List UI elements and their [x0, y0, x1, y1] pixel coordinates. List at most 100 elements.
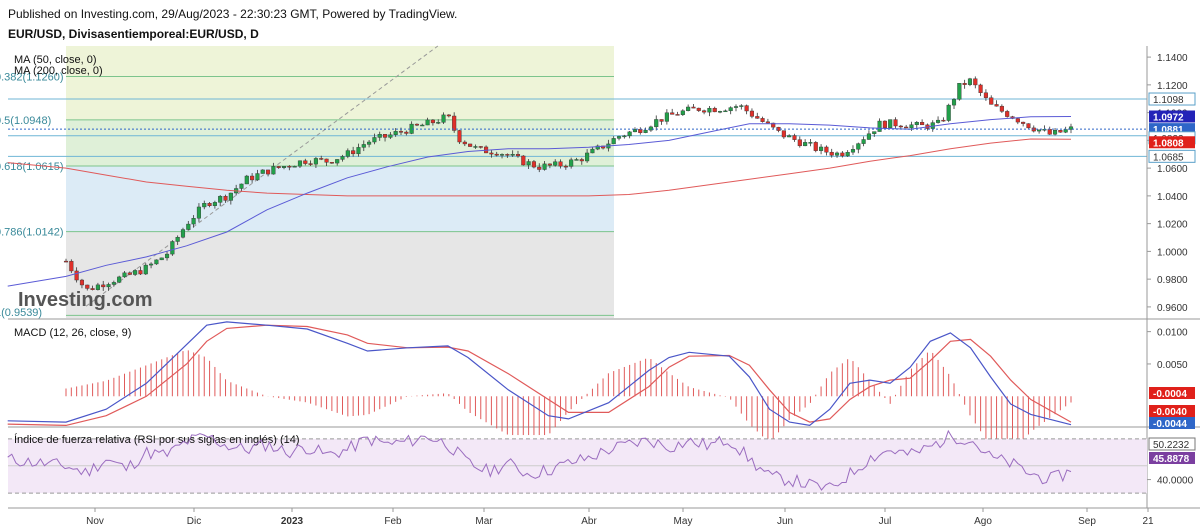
candle-body: [920, 122, 925, 126]
candle-body: [936, 119, 941, 123]
candle-body: [446, 114, 451, 117]
price-tick-label-4: 1.0600: [1157, 164, 1188, 175]
candle-body: [223, 195, 228, 201]
candle-body: [664, 112, 669, 122]
candle-body: [196, 206, 201, 219]
candle-body: [329, 162, 334, 164]
candle-body: [287, 166, 292, 168]
candle-body: [133, 270, 138, 275]
candle-body: [106, 284, 111, 288]
candle-body: [345, 150, 350, 157]
candle-body: [393, 131, 398, 135]
candle-body: [574, 159, 579, 161]
candle-body: [324, 158, 329, 163]
fib-label-0: 0.382(1.1260): [0, 72, 64, 84]
candle-body: [186, 223, 191, 230]
price-tick-label-6: 1.0200: [1157, 220, 1188, 231]
price-badge-label-2: 1.0881: [1153, 125, 1184, 136]
price-tick-label-9: 0.9600: [1157, 303, 1188, 314]
candle-body: [893, 119, 898, 127]
candle-body: [760, 118, 765, 122]
candle-body: [526, 161, 531, 166]
candle-body: [856, 143, 861, 150]
candle-body: [659, 119, 664, 122]
candle-body: [861, 139, 866, 144]
x-tick-label-8: Jul: [879, 516, 892, 527]
candle-body: [728, 107, 733, 112]
candle-body: [85, 284, 90, 289]
candle-body: [675, 114, 680, 116]
candle-body: [840, 152, 845, 157]
candle-body: [159, 257, 164, 261]
candle-body: [834, 152, 840, 156]
candle-body: [707, 107, 712, 113]
candle-body: [585, 152, 590, 162]
candle-body: [505, 154, 510, 156]
macd-badge-label-2: -0.0044: [1153, 419, 1187, 430]
candle-body: [414, 123, 420, 126]
macd-badge-2: -0.0044: [1149, 417, 1195, 430]
candle-body: [813, 142, 818, 151]
candle-body: [989, 97, 994, 105]
x-tick-label-0: Nov: [86, 516, 104, 527]
candle-body: [473, 146, 478, 148]
candle-body: [1005, 111, 1010, 117]
candle-body: [888, 119, 893, 128]
candle-body: [781, 130, 786, 138]
candle-body: [882, 120, 887, 128]
macd-badge-label-1: -0.0040: [1153, 407, 1187, 418]
candle-body: [904, 126, 909, 129]
candle-body: [973, 78, 978, 86]
rsi-tick-label-0: 40.0000: [1157, 476, 1194, 487]
candle-body: [404, 131, 409, 134]
ma-legend-0: MA (50, close, 0): [14, 54, 97, 66]
candle-body: [563, 165, 568, 168]
candle-body: [1052, 130, 1058, 135]
candle-body: [733, 106, 739, 108]
price-badge-2: 1.0881: [1149, 123, 1195, 136]
candle-body: [117, 276, 122, 283]
candle-body: [808, 142, 813, 144]
candle-body: [494, 153, 499, 156]
candle-body: [515, 154, 521, 157]
macd-legend: MACD (12, 26, close, 9): [14, 327, 131, 339]
candle-body: [723, 110, 728, 113]
candle-body: [170, 241, 175, 255]
candle-body: [111, 282, 116, 285]
candle-body: [877, 120, 882, 132]
x-tick-label-2: 2023: [281, 516, 304, 527]
candle-body: [1026, 123, 1031, 129]
x-tick-label-10: Sep: [1078, 516, 1096, 527]
candle-body: [686, 106, 691, 111]
candle-body: [297, 160, 303, 167]
macd-badge-0: -0.0004: [1149, 387, 1195, 400]
candle-body: [74, 270, 79, 281]
candle-body: [691, 106, 696, 109]
price-badge-label-0: 1.1098: [1153, 95, 1184, 106]
rsi-legend: Índice de fuerza relativa (RSI por sus s…: [14, 433, 300, 446]
candle-body: [717, 111, 723, 113]
candle-body: [547, 163, 552, 166]
candle-body: [510, 154, 515, 156]
fib-label-2: 0.618(1.0615): [0, 161, 64, 173]
candle-body: [595, 145, 600, 150]
x-tick-label-3: Feb: [384, 516, 402, 527]
candle-body: [558, 161, 563, 167]
candle-body: [531, 161, 536, 168]
candle-body: [191, 218, 196, 225]
candle-body: [441, 114, 446, 123]
candle-body: [430, 119, 435, 124]
candle-body: [101, 284, 106, 288]
candle-body: [228, 192, 233, 201]
candle-body: [744, 105, 749, 112]
candle-body: [63, 260, 69, 263]
candle-body: [271, 166, 276, 175]
candle-body: [845, 152, 850, 157]
x-tick-label-7: Jun: [777, 516, 793, 527]
macd-tick-label-1: 0.0050: [1157, 360, 1188, 371]
candle-body: [983, 92, 988, 98]
candle-body: [670, 112, 675, 115]
macd-line: [7, 321, 1072, 427]
candle-body: [308, 163, 313, 165]
